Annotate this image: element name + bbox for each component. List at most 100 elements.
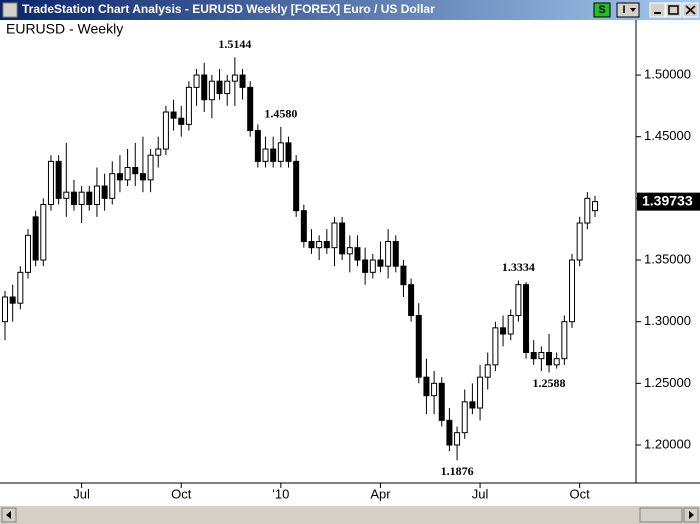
candle-body	[400, 265, 407, 286]
y-tick-label: 1.25000	[644, 375, 691, 390]
i-button[interactable]	[616, 2, 640, 18]
candle-body	[70, 191, 77, 206]
candle-body	[331, 222, 338, 249]
candle-body	[300, 210, 307, 243]
candle-body	[116, 173, 123, 181]
x-tick-label: Jul	[73, 486, 90, 501]
candle-body	[454, 432, 461, 446]
candle-body	[32, 216, 39, 261]
candle-body	[201, 74, 208, 101]
annotation: 1.2588	[533, 376, 566, 390]
candle-body	[216, 80, 223, 95]
candle-body	[500, 327, 507, 335]
candle-body	[308, 241, 315, 249]
window-title: TradeStation Chart Analysis - EURUSD Wee…	[22, 2, 435, 16]
candle-body	[507, 315, 514, 335]
scroll-left-arrow	[6, 511, 11, 519]
x-tick-label: '10	[272, 486, 289, 501]
candle-body	[109, 173, 116, 199]
candle-body	[530, 352, 537, 360]
candle-body	[193, 74, 200, 88]
candle-body	[293, 160, 300, 212]
candle-body	[93, 185, 100, 206]
candle-body	[239, 74, 246, 88]
candle-body	[362, 259, 369, 273]
candle-body	[569, 259, 576, 323]
candle-body	[78, 191, 85, 206]
candle-body	[354, 247, 361, 261]
candle-body	[247, 86, 254, 132]
candle-body	[346, 247, 353, 255]
annotation: 1.1876	[441, 464, 474, 478]
candle-body	[55, 160, 62, 199]
candle-body	[392, 241, 399, 267]
annotation: 1.3334	[502, 260, 535, 274]
annotation: 1.5144	[218, 37, 251, 51]
candle-body	[561, 321, 568, 360]
candle-body	[492, 327, 499, 366]
candle-body	[277, 142, 284, 162]
y-tick-label: 1.35000	[644, 251, 691, 266]
candle-body	[408, 284, 415, 317]
app-icon	[2, 2, 18, 18]
candle-body	[40, 204, 47, 261]
candle-body	[47, 160, 54, 206]
candle-body	[461, 401, 468, 434]
candle-body	[477, 376, 484, 409]
candle-body	[231, 74, 238, 82]
candle-body	[438, 382, 445, 421]
candle-body	[431, 382, 438, 397]
candle-body	[170, 111, 177, 119]
minimize-button[interactable]	[649, 2, 666, 18]
candle-body	[538, 352, 545, 360]
candle-body	[270, 148, 277, 162]
candle-body	[86, 191, 93, 206]
y-tick-label: 1.20000	[644, 436, 691, 451]
s-button-label[interactable]: S	[598, 4, 605, 16]
candle-body	[323, 241, 330, 249]
candle-body	[584, 197, 591, 224]
candle-body	[339, 222, 346, 255]
x-tick-label: Oct	[171, 486, 192, 501]
candle-body	[515, 284, 522, 317]
last-price-label: 1.39733	[642, 192, 693, 208]
candle-body	[316, 241, 323, 249]
scrollbar[interactable]	[0, 506, 700, 524]
candle-body	[377, 259, 384, 267]
candle-body	[101, 185, 108, 199]
y-tick-label: 1.50000	[644, 66, 691, 81]
scroll-thumb[interactable]	[639, 507, 683, 523]
candle-body	[415, 315, 422, 378]
candle-body	[576, 222, 583, 261]
y-tick-label: 1.30000	[644, 313, 691, 328]
i-button-label[interactable]: I	[622, 4, 625, 16]
candle-body	[553, 358, 560, 366]
candle-body	[546, 352, 553, 366]
candle-body	[155, 148, 162, 156]
last-price-box	[637, 192, 700, 211]
x-tick-label: Apr	[370, 486, 391, 501]
candle-body	[592, 201, 598, 212]
candle-body	[132, 167, 139, 175]
s-button[interactable]	[593, 2, 611, 18]
chart-title: EURUSD - Weekly	[6, 21, 123, 37]
candle-body	[254, 130, 261, 162]
y-tick-label: 1.45000	[644, 128, 691, 143]
candle-body	[9, 296, 16, 304]
candle-body	[469, 401, 476, 409]
candle-body	[24, 234, 31, 273]
candle-body	[162, 111, 169, 150]
candle-body	[63, 191, 70, 199]
candle-body	[2, 296, 8, 323]
candle-body	[178, 117, 185, 125]
candle-body	[147, 154, 154, 181]
candle-body	[385, 241, 392, 267]
candle-body	[208, 80, 215, 101]
x-tick-label: Oct	[570, 486, 591, 501]
candle-body	[17, 271, 24, 304]
candle-body	[484, 364, 491, 378]
candle-body	[224, 80, 231, 95]
scroll-right-arrow	[689, 511, 694, 519]
candle-body	[446, 419, 453, 446]
